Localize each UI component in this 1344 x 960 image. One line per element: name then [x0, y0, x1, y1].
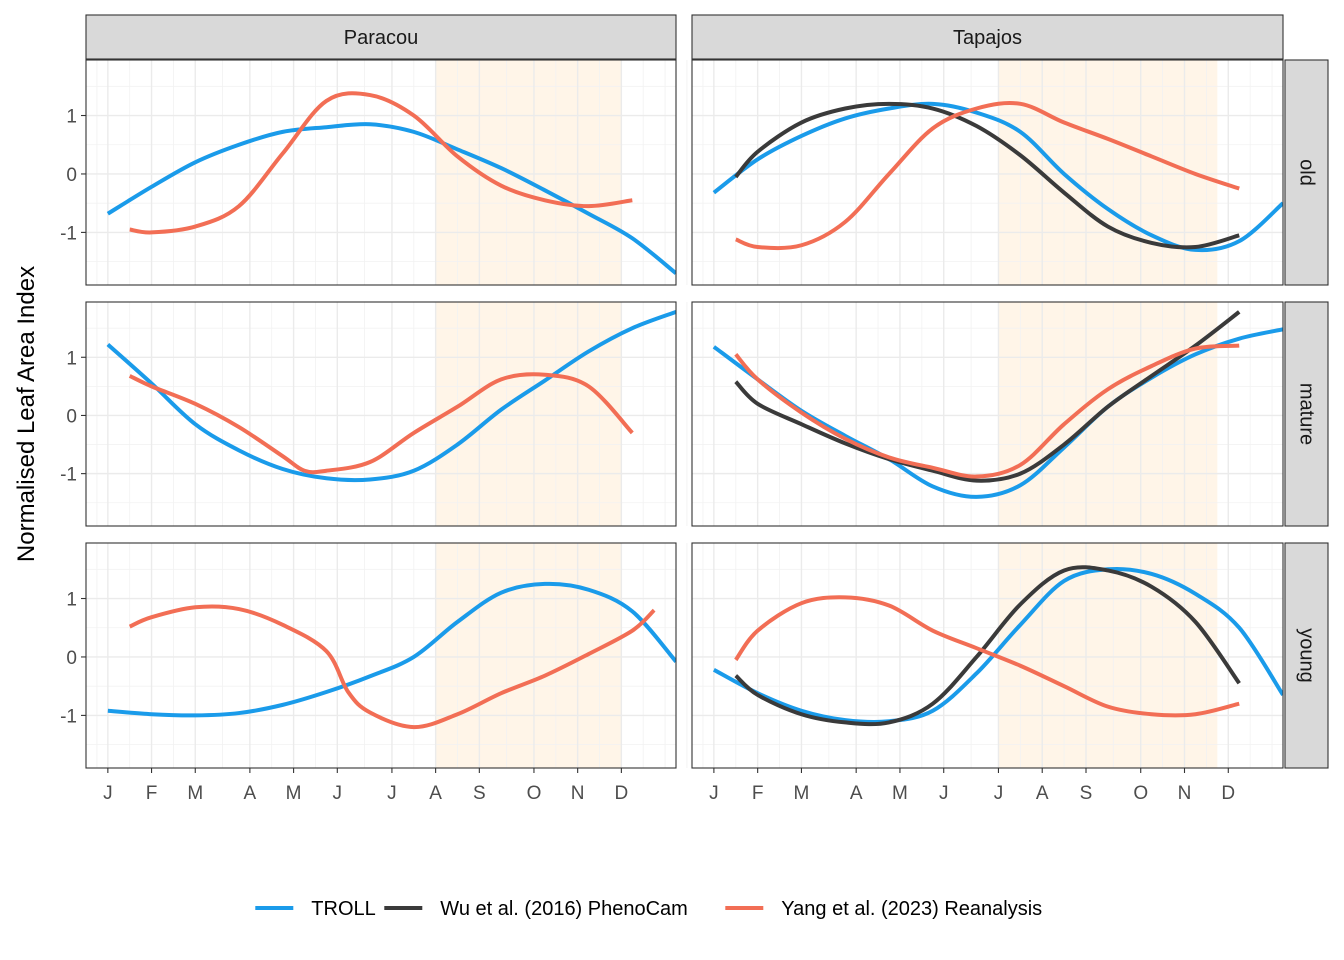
facet-panels	[85, 59, 1295, 769]
series-line-reanalysis	[735, 101, 1240, 251]
x-tick-label: M	[794, 783, 810, 804]
dry-season-band	[998, 302, 1218, 526]
x-tick-label: N	[1178, 783, 1192, 804]
strip-background	[1284, 542, 1329, 769]
legend-item-phenocam: Wu et al. (2016) PhenoCam	[384, 898, 688, 920]
series-line-phenocam	[734, 310, 1241, 483]
x-tick-label: M	[286, 783, 302, 804]
series-line-troll	[107, 581, 676, 718]
series-lines	[712, 310, 1283, 499]
series-lines	[106, 91, 676, 275]
strip-background	[85, 14, 677, 60]
x-tick-label: J	[333, 783, 343, 804]
series-lines	[107, 581, 676, 730]
strip-label: old	[1296, 159, 1318, 186]
facet-strips: Paracou Tapajos old mature young	[85, 14, 1329, 769]
x-tick-label: J	[709, 783, 719, 804]
x-tick-label: J	[994, 783, 1004, 804]
series-line-phenocam	[734, 101, 1240, 250]
series-line-phenocam	[734, 565, 1241, 727]
series-line-troll	[106, 122, 676, 275]
series-lines	[106, 310, 676, 483]
strip-background	[1284, 301, 1329, 527]
series-line-troll	[106, 310, 676, 483]
strip-label: mature	[1296, 383, 1318, 445]
y-tick-label: 1	[66, 590, 77, 611]
legend: TROLL Wu et al. (2016) PhenoCam Yang et al…	[255, 898, 1042, 920]
x-tick-label: N	[571, 783, 585, 804]
x-tick-label: A	[429, 783, 442, 804]
y-tick-label: -1	[60, 465, 77, 486]
legend-label: TROLL	[311, 898, 375, 920]
x-tick-label: J	[939, 783, 949, 804]
panel-tapajos-young	[691, 542, 1295, 769]
panel-border	[691, 59, 1284, 286]
x-tick-label: O	[1133, 783, 1148, 804]
x-tick-label: A	[1036, 783, 1049, 804]
panel-border	[691, 542, 1284, 769]
panel-paracou-young	[85, 542, 688, 769]
series-line-reanalysis	[128, 604, 656, 730]
panel-paracou-mature	[85, 301, 688, 527]
strip-label: young	[1296, 628, 1318, 683]
panel-border	[85, 59, 677, 286]
series-line-troll	[712, 101, 1283, 253]
y-tick-label: 0	[66, 648, 77, 669]
strip-background	[691, 14, 1284, 60]
legend-label: Yang et al. (2023) Reanalysis	[781, 898, 1042, 920]
strip-young: young	[1284, 542, 1329, 769]
x-tick-label: S	[473, 783, 486, 804]
panel-border	[85, 301, 677, 527]
legend-item-troll: TROLL	[255, 898, 376, 920]
x-tick-label: J	[387, 783, 397, 804]
panel-border	[691, 301, 1284, 527]
panel-paracou-old	[85, 59, 688, 286]
series-lines	[712, 101, 1283, 253]
y-tick-label: 0	[66, 165, 77, 186]
dry-season-band	[998, 543, 1218, 768]
series-line-troll	[712, 566, 1283, 725]
x-tick-label: M	[892, 783, 908, 804]
y-axes: 1 0 -1 1 0 -1 1 0 -1	[60, 107, 86, 727]
y-tick-label: 1	[66, 107, 77, 128]
strip-tapajos: Tapajos	[691, 14, 1284, 60]
x-tick-label: J	[103, 783, 113, 804]
strip-mature: mature	[1284, 301, 1329, 527]
y-tick-label: 1	[66, 348, 77, 369]
panel-tapajos-old	[691, 59, 1295, 286]
dry-season-band	[435, 302, 622, 526]
strip-label: Paracou	[344, 27, 419, 49]
x-tick-label: M	[187, 783, 203, 804]
series-line-reanalysis	[734, 595, 1240, 718]
series-lines	[712, 565, 1283, 727]
series-line-reanalysis	[128, 372, 634, 475]
dry-season-band	[435, 543, 622, 768]
legend-label: Wu et al. (2016) PhenoCam	[440, 898, 688, 920]
strip-label: Tapajos	[953, 27, 1022, 49]
series-line-reanalysis	[129, 91, 633, 235]
x-tick-label: D	[1221, 783, 1235, 804]
strip-background	[1284, 59, 1329, 286]
strip-paracou: Paracou	[85, 14, 677, 60]
strip-old: old	[1284, 59, 1329, 286]
x-tick-label: F	[752, 783, 764, 804]
series-line-reanalysis	[734, 343, 1240, 479]
y-tick-label: 0	[66, 406, 77, 427]
x-tick-label: F	[146, 783, 158, 804]
panel-border	[85, 542, 677, 769]
x-tick-label: A	[244, 783, 257, 804]
x-tick-label: O	[527, 783, 542, 804]
y-tick-label: -1	[60, 223, 77, 244]
x-tick-label: D	[615, 783, 629, 804]
dry-season-band	[435, 60, 622, 285]
panel-tapajos-mature	[691, 301, 1295, 527]
y-axis-title: Normalised Leaf Area Index	[13, 266, 40, 562]
legend-item-reanalysis: Yang et al. (2023) Reanalysis	[725, 898, 1042, 920]
x-tick-label: A	[850, 783, 863, 804]
y-tick-label: -1	[60, 706, 77, 727]
x-tick-label: S	[1080, 783, 1093, 804]
